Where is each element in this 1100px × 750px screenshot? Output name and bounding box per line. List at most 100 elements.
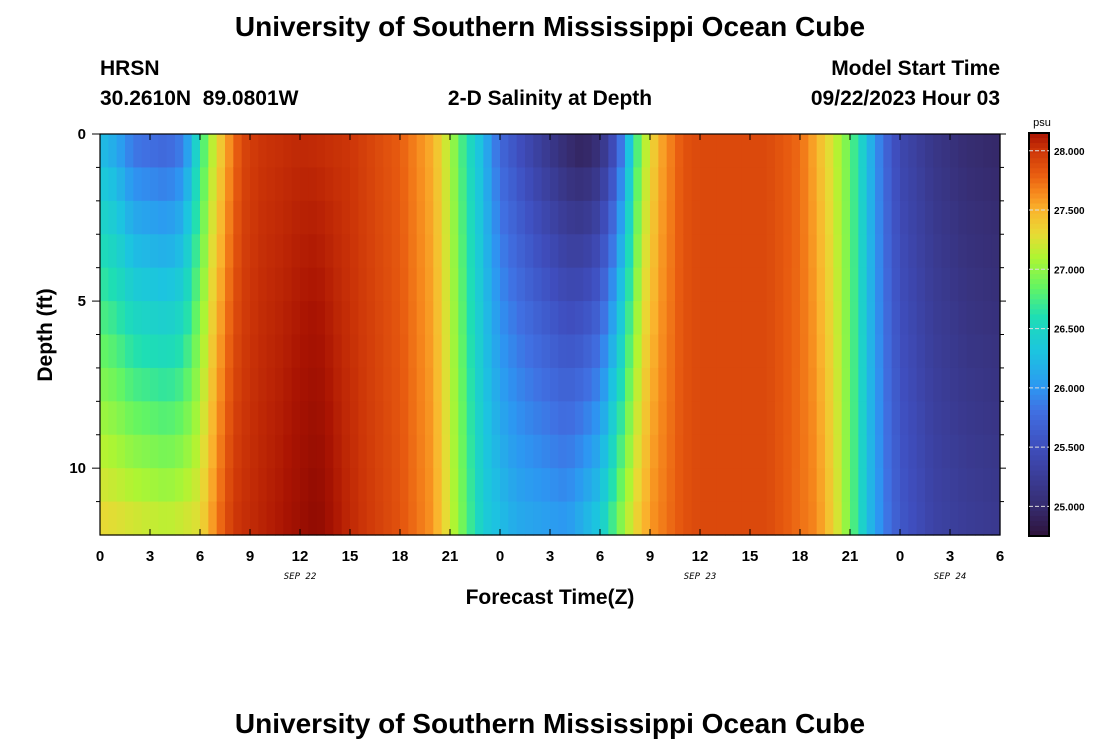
heatmap-cell — [958, 501, 968, 536]
heatmap-cell — [358, 501, 368, 536]
heatmap-cell — [416, 501, 426, 536]
date-label: SEP 22 — [284, 572, 317, 582]
heatmap-cell — [158, 200, 168, 235]
colorbar-swatch — [1029, 248, 1049, 255]
heatmap-cell — [391, 401, 401, 436]
heatmap-cell — [983, 267, 993, 302]
heatmap-cell — [858, 234, 868, 269]
heatmap-cell — [250, 334, 259, 369]
colorbar-swatch — [1029, 163, 1049, 169]
colorbar-swatch — [1029, 490, 1049, 497]
heatmap-cell — [183, 468, 193, 503]
colorbar-swatch — [1029, 269, 1049, 275]
heatmap-cell — [775, 134, 784, 169]
heatmap-cell — [175, 301, 184, 336]
heatmap-cell — [650, 301, 659, 336]
heatmap-cell — [383, 200, 393, 235]
heatmap-cell — [633, 234, 643, 269]
x-tick-label: 18 — [392, 548, 409, 565]
colorbar-swatch — [1029, 193, 1049, 200]
heatmap-cell — [825, 134, 834, 169]
heatmap-cell — [633, 367, 643, 402]
heatmap-cell — [608, 200, 618, 235]
heatmap-cell — [425, 167, 434, 202]
heatmap-cell — [616, 401, 626, 436]
heatmap-cell — [150, 468, 159, 503]
heatmap-cell — [891, 267, 901, 302]
x-tick-label: 3 — [146, 548, 154, 565]
heatmap-cell — [700, 134, 709, 169]
heatmap-cell — [575, 501, 584, 536]
heatmap-cell — [866, 367, 876, 402]
heatmap-cell — [200, 401, 209, 436]
heatmap-cell — [341, 267, 351, 302]
x-tick-label: 0 — [896, 548, 904, 565]
station-name: HRSN — [100, 57, 160, 80]
heatmap-cell — [383, 267, 393, 302]
heatmap-cell — [816, 267, 826, 302]
colorbar-tick-label: 25.500 — [1054, 443, 1085, 454]
heatmap-cell — [716, 434, 726, 469]
heatmap-cell — [525, 501, 534, 536]
heatmap-cell — [891, 401, 901, 436]
heatmap-cell — [266, 234, 276, 269]
heatmap-cell — [291, 267, 301, 302]
heatmap-cell — [316, 234, 326, 269]
colorbar-swatch — [1029, 369, 1049, 376]
heatmap-cell — [850, 434, 859, 469]
heatmap-cell — [500, 468, 509, 503]
heatmap-cell — [641, 468, 651, 503]
heatmap-cell — [433, 167, 443, 202]
colorbar-swatch — [1029, 304, 1049, 310]
heatmap-cell — [616, 134, 626, 169]
heatmap-cell — [783, 234, 793, 269]
heatmap-cell — [533, 434, 543, 469]
heatmap-cell — [125, 167, 134, 202]
heatmap-cell — [875, 301, 884, 336]
heatmap-cell — [566, 167, 576, 202]
heatmap-cell — [983, 167, 993, 202]
heatmap-cell — [725, 434, 734, 469]
heatmap-cell — [966, 367, 976, 402]
heatmap-cell — [475, 334, 484, 369]
heatmap-cell — [441, 468, 451, 503]
heatmap-cell — [783, 167, 793, 202]
heatmap-cell — [783, 367, 793, 402]
heatmap-cell — [400, 200, 409, 235]
heatmap-cell — [141, 200, 151, 235]
heatmap-cell — [858, 334, 868, 369]
heatmap-cell — [333, 301, 343, 336]
heatmap-cell — [333, 167, 343, 202]
heatmap-cell — [866, 334, 876, 369]
heatmap-cell — [733, 267, 743, 302]
heatmap-cell — [325, 134, 334, 169]
heatmap-cell — [383, 401, 393, 436]
heatmap-cell — [491, 434, 501, 469]
colorbar-swatch — [1029, 455, 1049, 462]
heatmap-cell — [533, 267, 543, 302]
heatmap-cell — [833, 200, 843, 235]
heatmap-cell — [791, 200, 801, 235]
heatmap-cell — [558, 468, 568, 503]
heatmap-cell — [208, 468, 218, 503]
heatmap-cell — [100, 334, 109, 369]
heatmap-cell — [333, 367, 343, 402]
x-tick-label: 9 — [246, 548, 254, 565]
heatmap-cell — [116, 367, 126, 402]
heatmap-cell — [108, 401, 118, 436]
heatmap-cell — [983, 334, 993, 369]
heatmap-cell — [891, 367, 901, 402]
heatmap-cell — [416, 267, 426, 302]
heatmap-cell — [608, 434, 618, 469]
heatmap-cell — [966, 434, 976, 469]
heatmap-cell — [450, 301, 459, 336]
heatmap-cell — [150, 167, 159, 202]
heatmap-cell — [366, 234, 376, 269]
heatmap-cell — [516, 401, 526, 436]
heatmap-cell — [325, 334, 334, 369]
heatmap-cell — [675, 367, 684, 402]
heatmap-cell — [716, 334, 726, 369]
heatmap-cell — [916, 367, 926, 402]
heatmap-cell — [683, 501, 693, 536]
heatmap-cell — [141, 367, 151, 402]
